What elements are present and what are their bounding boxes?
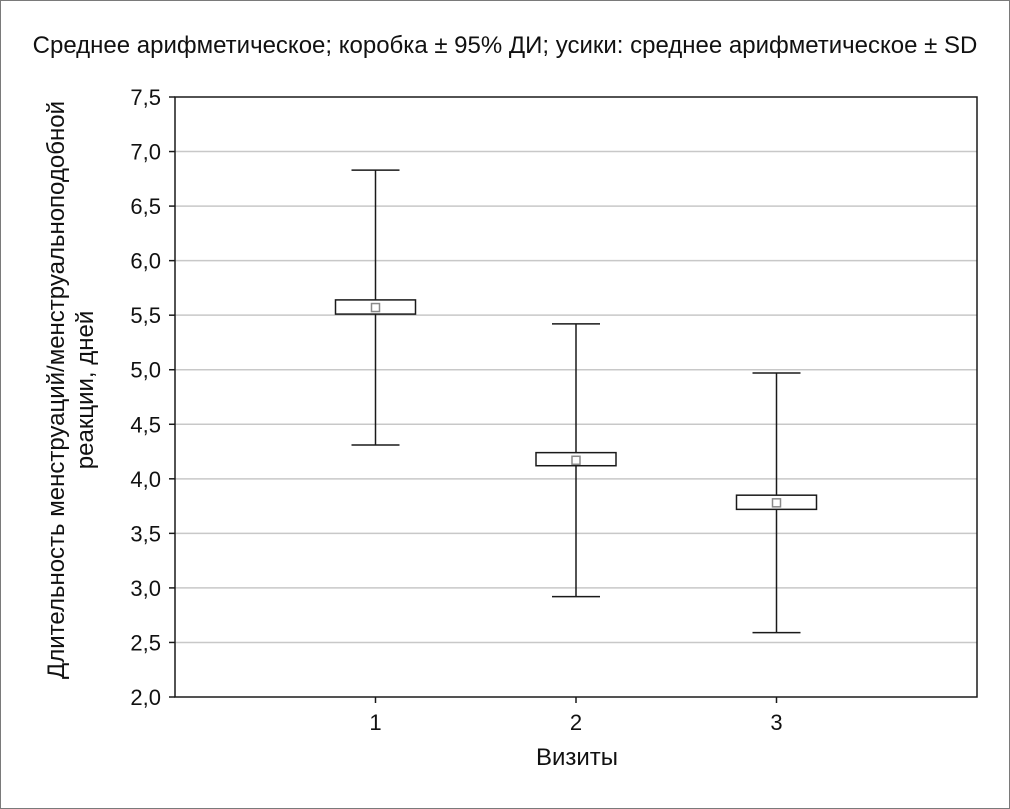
box-visit-3 bbox=[735, 372, 818, 634]
y-tick-label: 3,0 bbox=[130, 576, 161, 601]
y-axis-label-line-1: Длительность менструаций/менструальнопод… bbox=[43, 101, 70, 679]
y-tick-label: 5,5 bbox=[130, 303, 161, 328]
mean-marker bbox=[771, 498, 782, 508]
x-tick-label: 3 bbox=[770, 710, 782, 735]
y-tick-label: 3,5 bbox=[130, 521, 161, 546]
y-tick-label: 7,5 bbox=[130, 85, 161, 110]
x-tick-label: 1 bbox=[369, 710, 381, 735]
y-tick-label: 6,0 bbox=[130, 249, 161, 274]
y-tick-label: 2,5 bbox=[130, 630, 161, 655]
y-tick-label: 6,5 bbox=[130, 194, 161, 219]
mean-marker bbox=[370, 302, 381, 313]
y-tick-label: 7,0 bbox=[130, 140, 161, 165]
y-tick-label: 4,0 bbox=[130, 467, 161, 492]
box-visit-1 bbox=[334, 169, 417, 446]
y-tick-label: 2,0 bbox=[130, 685, 161, 710]
box-visit-2 bbox=[535, 323, 617, 598]
y-axis-label: Длительность менструаций/менструальнопод… bbox=[43, 101, 99, 679]
y-tick-label: 4,5 bbox=[130, 412, 161, 437]
mean-marker bbox=[571, 455, 581, 466]
x-axis: 1 2 3 bbox=[369, 697, 783, 735]
y-tick-label: 5,0 bbox=[130, 358, 161, 383]
x-axis-label: Визиты bbox=[536, 744, 618, 771]
y-axis-label-line-2: реакции, дней bbox=[72, 311, 99, 469]
series-boxes bbox=[334, 169, 818, 634]
chart-title: Среднее арифметическое; коробка ± 95% ДИ… bbox=[33, 32, 978, 59]
grid-lines bbox=[175, 150, 977, 644]
y-axis: 2,0 2,5 3,0 3,5 4,0 4,5 5,0 5,5 6,0 6,5 7,0 7,5 bbox=[130, 85, 175, 710]
x-tick-label: 2 bbox=[570, 710, 582, 735]
